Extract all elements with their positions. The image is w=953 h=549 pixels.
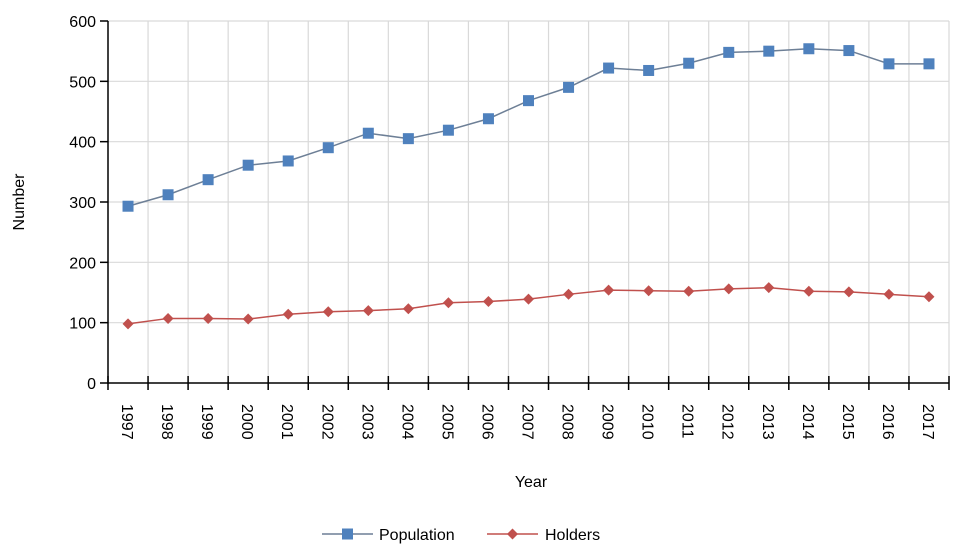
x-tick-label: 2000	[238, 404, 255, 440]
data-point-holders	[202, 312, 214, 324]
x-tick-label: 2002	[318, 404, 335, 440]
legend-label: Population	[379, 527, 455, 544]
x-tick-label: 1998	[158, 404, 175, 440]
data-point-population	[883, 58, 895, 70]
y-tick-labels: 0 100 200 300 400 500 600	[69, 14, 96, 393]
legend-item-population: Population	[322, 527, 455, 544]
data-point-holders	[683, 285, 695, 297]
data-point-population	[763, 45, 775, 57]
series-population	[122, 43, 935, 212]
data-point-holders	[563, 288, 575, 300]
data-point-holders	[482, 296, 494, 308]
x-axis-label: Year	[515, 474, 548, 491]
series-holders	[122, 282, 935, 330]
data-point-holders	[162, 312, 174, 324]
x-tick-label: 1999	[198, 404, 215, 440]
y-tick-label: 100	[69, 316, 96, 333]
data-point-population	[683, 57, 695, 69]
legend: Population Holders	[322, 527, 600, 544]
data-point-population	[202, 174, 214, 186]
legend-item-holders: Holders	[487, 527, 600, 544]
data-point-population	[122, 200, 134, 212]
grid	[108, 20, 950, 383]
data-point-holders	[242, 313, 254, 325]
data-point-population	[162, 189, 174, 201]
data-point-holders	[523, 293, 534, 305]
data-point-population	[442, 124, 454, 136]
x-tick-label: 2001	[278, 404, 295, 440]
legend-marker-holders	[507, 528, 518, 540]
x-tick-label: 2009	[599, 404, 616, 440]
series-line-population	[127, 48, 929, 207]
data-point-holders	[763, 282, 775, 294]
x-tick-label: 2005	[438, 404, 455, 440]
x-tick-label: 2014	[799, 404, 816, 440]
data-point-population	[723, 46, 735, 58]
x-tick-label: 2016	[879, 404, 896, 440]
data-point-population	[923, 58, 935, 70]
x-tick-label: 2011	[679, 404, 696, 439]
data-point-population	[482, 113, 494, 125]
legend-label: Holders	[545, 527, 600, 544]
x-tick-label: 2015	[839, 404, 856, 440]
y-tick-label: 600	[69, 14, 96, 31]
data-point-holders	[122, 318, 134, 330]
data-point-population	[563, 81, 575, 93]
data-point-holders	[603, 284, 615, 296]
data-point-holders	[362, 305, 374, 317]
x-tick-label: 1997	[118, 404, 135, 440]
data-point-population	[523, 95, 534, 107]
data-point-holders	[402, 303, 414, 315]
x-tick-label: 2013	[759, 404, 776, 440]
series	[122, 43, 935, 330]
data-point-population	[843, 45, 855, 57]
data-point-holders	[723, 283, 735, 295]
x-tick-label: 2004	[398, 404, 415, 440]
data-point-holders	[803, 285, 815, 297]
data-point-population	[282, 155, 294, 167]
data-point-holders	[883, 288, 895, 300]
x-tick-label: 2010	[639, 404, 656, 440]
data-point-holders	[442, 297, 454, 309]
data-point-holders	[643, 285, 655, 297]
x-tick-label: 2012	[719, 404, 736, 440]
data-point-population	[643, 64, 655, 76]
y-tick-label: 0	[87, 376, 96, 393]
x-tick-label: 2008	[559, 404, 576, 440]
data-point-population	[242, 159, 254, 171]
legend-marker-population	[342, 528, 353, 540]
y-tick-label: 400	[69, 135, 96, 152]
x-tick-label: 2003	[358, 404, 375, 440]
y-tick-label: 500	[69, 74, 96, 91]
y-tick-label: 200	[69, 255, 96, 272]
data-point-holders	[923, 291, 935, 303]
data-point-holders	[843, 286, 855, 298]
y-tick-label: 300	[69, 195, 96, 212]
data-point-population	[322, 142, 334, 154]
data-point-population	[362, 127, 374, 139]
x-tick-label: 2017	[919, 404, 936, 440]
x-tick-label: 2006	[478, 404, 495, 440]
y-axis-label: Number	[11, 173, 28, 231]
data-point-population	[402, 133, 414, 145]
data-point-population	[603, 62, 615, 74]
data-point-population	[803, 43, 815, 55]
data-point-holders	[322, 306, 334, 318]
data-point-holders	[282, 308, 294, 320]
x-tick-labels: 1997 1998 1999 2000 2001 2002 2003 2004 2005 2006…	[118, 404, 936, 440]
axes	[100, 20, 950, 390]
x-tick-label: 2007	[519, 404, 536, 440]
